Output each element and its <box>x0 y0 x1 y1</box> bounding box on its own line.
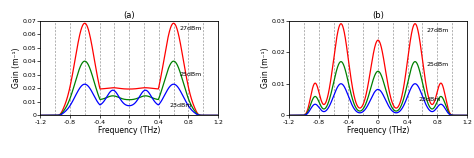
X-axis label: Frequency (THz): Frequency (THz) <box>98 126 160 135</box>
Text: 27dBm: 27dBm <box>426 27 448 33</box>
Title: (a): (a) <box>123 11 135 20</box>
Text: 25dBm: 25dBm <box>426 62 448 67</box>
Y-axis label: Gain (m⁻¹): Gain (m⁻¹) <box>12 48 21 88</box>
Text: 23dBm: 23dBm <box>170 103 192 108</box>
X-axis label: Frequency (THz): Frequency (THz) <box>347 126 409 135</box>
Text: 23dBm: 23dBm <box>419 97 441 102</box>
Y-axis label: Gain (m⁻¹): Gain (m⁻¹) <box>261 48 270 88</box>
Title: (b): (b) <box>372 11 384 20</box>
Text: 27dBm: 27dBm <box>180 26 202 31</box>
Text: 25dBm: 25dBm <box>180 72 202 77</box>
